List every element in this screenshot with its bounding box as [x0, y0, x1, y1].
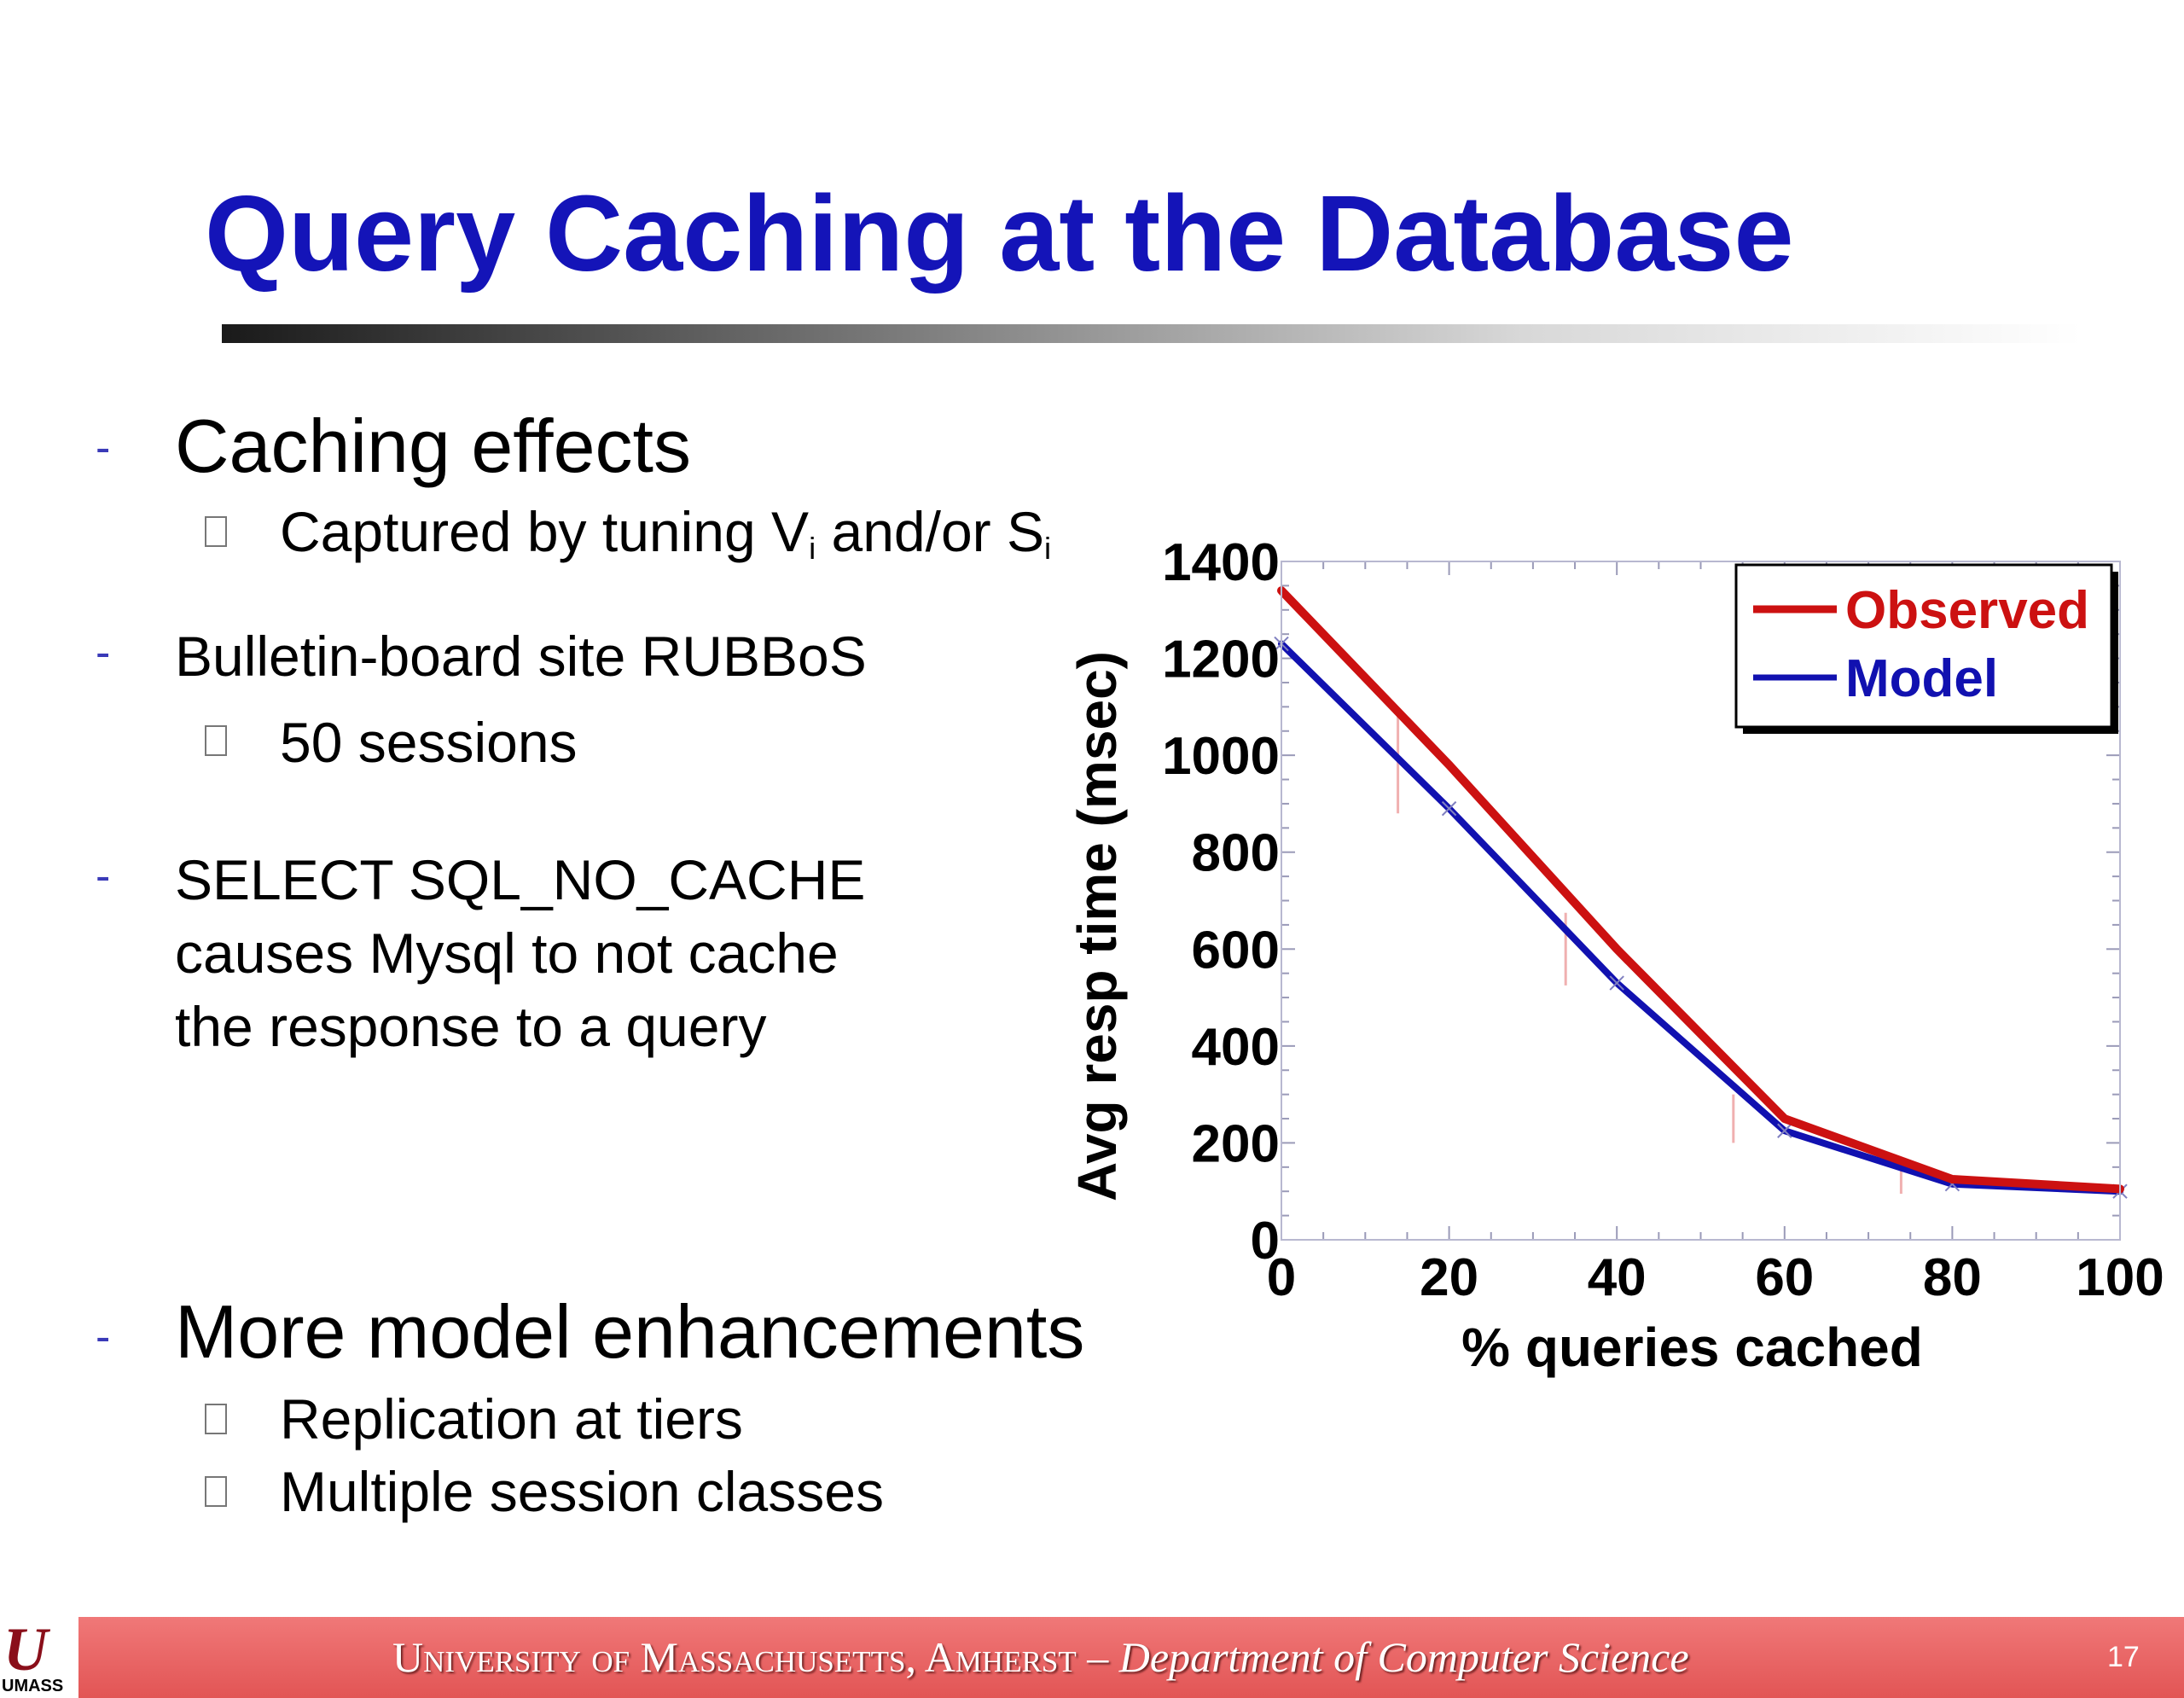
captured-text-prefix: Captured by tuning V [280, 500, 810, 563]
bullet-dash: - [96, 423, 111, 473]
bullet-caching-effects: Caching effects [175, 404, 691, 488]
y-tick-label: 600 [1192, 921, 1280, 980]
series-line-model [1278, 640, 2123, 1195]
model-point-marker [1274, 636, 1289, 652]
x-tick-label: 40 [1588, 1248, 1647, 1307]
chart-legend: Observed Model [1734, 563, 2118, 734]
model-point-marker [1944, 1176, 1960, 1192]
plot-area-frame [1281, 561, 2121, 1241]
x-tick-label: 20 [1420, 1248, 1478, 1307]
y-tick-label: 1000 [1162, 727, 1280, 786]
bullet-bulletin-board: Bulletin-board site RUBBoS [175, 625, 867, 688]
subscript-v-i: i [809, 531, 816, 567]
chart-series-lines [1274, 586, 2128, 1199]
footer-university-name: University of Massachusetts, Amherst [392, 1633, 1077, 1681]
y-tick-label: 400 [1192, 1018, 1280, 1077]
umass-logo-mark: U [3, 1615, 48, 1683]
bullet-dash: - [96, 628, 111, 677]
sub-bullet-box-icon [205, 516, 227, 547]
x-axis-label: % queries cached [1461, 1317, 1923, 1378]
bullet-select-sql-line-1: SELECT SQL_NO_CACHE [175, 848, 866, 911]
y-tick-label: 1400 [1162, 533, 1280, 592]
subscript-s-i: i [1044, 531, 1052, 567]
series-line-observed [1277, 586, 2124, 1194]
sub-bullet-replication: Replication at tiers [280, 1387, 743, 1451]
sub-bullet-box-icon [205, 1404, 227, 1434]
y-tick-label: 0 [1251, 1212, 1280, 1271]
legend-label-observed: Observed [1845, 581, 2089, 640]
bullet-dash: - [96, 1312, 111, 1362]
model-point-marker [1777, 1123, 1792, 1138]
footer-separator: – [1076, 1633, 1119, 1681]
bullet-dash: - [96, 852, 111, 901]
x-tick-label: 0 [1267, 1248, 1296, 1307]
sub-bullet-box-icon [205, 1476, 227, 1507]
slide-title: Query Caching at the Database [205, 173, 1794, 294]
umass-logo: U UMASS [0, 1617, 78, 1698]
observed-error-bars [1397, 716, 1902, 1195]
model-point-marker [1274, 636, 1289, 652]
title-underline-rule [222, 324, 2082, 343]
model-point-marker [1777, 1123, 1792, 1138]
bullet-more-model-enhancements: More model enhancements [175, 1289, 1085, 1374]
model-point-marker [1609, 975, 1624, 991]
sub-bullet-captured-by-tuning: Captured by tuning Vi and/or Si [280, 499, 1051, 567]
bullet-select-sql-line-2: causes Mysql to not cache [175, 922, 839, 985]
legend-box [1734, 563, 2113, 729]
page-number: 17 [2107, 1641, 2140, 1673]
legend-shadow [1743, 572, 2118, 734]
sub-bullet-multiple-session-classes: Multiple session classes [280, 1460, 884, 1523]
slide-footer: University of Massachusetts, Amherst – D… [0, 1617, 2184, 1698]
x-tick-label: 60 [1755, 1248, 1814, 1307]
chart-minor-ticks [1281, 561, 2121, 1241]
model-point-marker [2112, 1183, 2128, 1199]
y-axis-label: Avg resp time (msec) [1066, 651, 1128, 1201]
umass-logo-text: UMASS [2, 1677, 64, 1695]
legend-label-model: Model [1845, 649, 1998, 708]
captured-text-mid: and/or S [816, 500, 1044, 563]
model-point-marker [1609, 975, 1624, 991]
model-point-marker [1441, 800, 1457, 817]
sub-bullet-box-icon [205, 725, 227, 756]
model-point-marker [2112, 1183, 2128, 1199]
x-tick-label: 80 [1923, 1248, 1982, 1307]
model-point-marker [1441, 800, 1457, 817]
y-tick-label: 800 [1192, 824, 1280, 883]
model-point-marker [1944, 1176, 1960, 1192]
bullet-select-sql-line-3: the response to a query [175, 995, 767, 1058]
x-tick-label: 100 [2076, 1248, 2164, 1307]
y-tick-label: 1200 [1162, 631, 1280, 689]
y-tick-label: 200 [1192, 1114, 1280, 1173]
footer-department-name: Department of Computer Science [1118, 1633, 1689, 1681]
sub-bullet-50-sessions: 50 sessions [280, 711, 578, 774]
footer-institution-text: University of Massachusetts, Amherst – D… [392, 1632, 1689, 1682]
